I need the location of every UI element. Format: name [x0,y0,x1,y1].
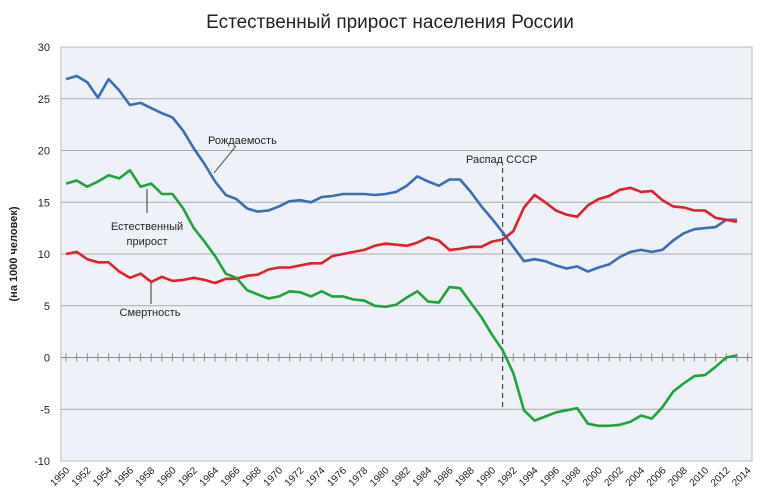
label-growth-2: прирост [127,236,168,248]
x-tick-label: 2002 [602,465,626,489]
x-tick-label: 2004 [624,465,648,489]
x-tick-label: 1966 [219,465,243,489]
x-tick-label: 1958 [134,465,158,489]
x-tick-label: 1956 [113,465,137,489]
x-tick-label: 1976 [326,465,350,489]
label-deaths: Смертность [120,307,181,319]
births-leader [213,145,237,174]
x-tick-label: 1970 [262,465,286,489]
series-line-2 [65,168,738,428]
x-tick-label: 1952 [70,465,94,489]
x-tick-label: 1994 [517,465,541,489]
label-births: Рождаемость [208,135,277,147]
x-tick-label: 2000 [581,465,605,489]
y-tick-label: 30 [38,42,50,54]
series-line-1 [65,186,738,285]
x-tick-label: 2010 [688,465,712,489]
x-tick-label: 1996 [539,465,563,489]
y-tick-label: 15 [38,197,50,209]
x-tick-label: 1978 [347,465,371,489]
x-tick-label: 1984 [411,465,435,489]
x-tick-label: 1954 [91,465,115,489]
y-tick-label: 25 [38,94,50,106]
x-tick-label: 1982 [389,465,413,489]
label-ussr-collapse: Распад СССР [466,154,537,166]
x-tick-label: 1992 [496,465,520,489]
y-tick-label: 0 [44,353,50,365]
x-tick-label: 1988 [453,465,477,489]
y-tick-label: 20 [38,146,50,158]
x-tick-label: 1990 [475,465,499,489]
x-tick-label: 2006 [645,465,669,489]
x-tick-label: 1968 [240,465,264,489]
y-axis-label: (на 1000 человек) [8,206,20,301]
series-line-0 [65,74,737,273]
x-tick-label: 2008 [666,465,690,489]
x-tick-label: 1974 [304,465,328,489]
x-tick-label: 1998 [560,465,584,489]
label-growth-1: Естественный [111,221,183,233]
x-tick-label: 1980 [368,465,392,489]
x-tick-label: 1950 [49,465,73,489]
x-tick-label: 2012 [709,465,733,489]
x-tick-label: 1964 [198,465,222,489]
y-tick-label: -10 [34,456,50,468]
x-tick-label: 1986 [432,465,456,489]
y-tick-label: -5 [40,404,50,416]
x-tick-label: 1962 [176,465,200,489]
chart-title: Естественный прирост населения России [206,12,574,33]
x-tick-label: 1972 [283,465,307,489]
x-tick-label: 1960 [155,465,179,489]
y-tick-label: 5 [44,301,50,313]
y-tick-label: 10 [38,249,50,261]
x-tick-label: 2014 [730,465,754,489]
